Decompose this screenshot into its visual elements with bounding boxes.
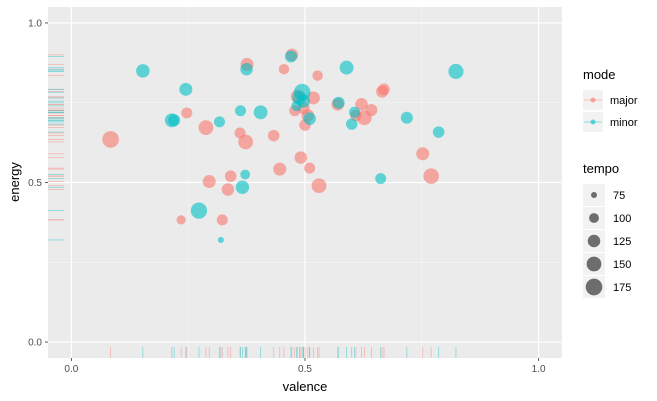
point-major	[202, 175, 216, 189]
legend-label-major: major	[610, 95, 638, 107]
y-tick-label: 1.0	[28, 18, 42, 29]
legend-size-key-75	[590, 191, 598, 199]
point-major	[294, 151, 308, 164]
point-minor	[253, 105, 268, 120]
point-major	[224, 170, 237, 182]
point-major	[278, 64, 290, 75]
point-major	[378, 83, 390, 96]
legend-label-150: 150	[613, 259, 631, 271]
point-minor	[284, 50, 298, 63]
point-major	[306, 91, 320, 105]
legend-label-100: 100	[613, 213, 631, 225]
legend-size-key-125	[587, 234, 601, 248]
point-minor	[332, 96, 345, 109]
point-major	[355, 98, 368, 111]
legend-label-75: 75	[613, 190, 625, 202]
point-major	[176, 215, 186, 225]
x-axis-title: valence	[283, 379, 328, 394]
point-minor	[448, 63, 464, 80]
point-major	[304, 162, 316, 174]
point-minor	[240, 62, 253, 76]
point-minor	[240, 169, 251, 180]
rug-y	[48, 54, 64, 241]
y-tick-label: 0.0	[28, 338, 42, 349]
point-minor	[190, 202, 208, 219]
x-tick-label: 1.0	[532, 364, 546, 375]
legend-key-point-minor	[590, 119, 596, 125]
point-major	[416, 147, 430, 161]
point-major	[273, 162, 287, 176]
point-minor	[303, 112, 316, 125]
point-major	[365, 104, 378, 117]
legend-size-key-175	[585, 278, 603, 296]
point-major	[238, 134, 254, 150]
point-major	[102, 131, 119, 148]
legend-size-key-150	[586, 256, 602, 272]
point-major	[423, 168, 439, 184]
point-minor	[339, 60, 354, 75]
legend-tempo-title: tempo	[583, 161, 619, 176]
legend-label-175: 175	[613, 282, 631, 294]
point-minor	[345, 118, 358, 130]
point-major	[267, 129, 280, 142]
point-major	[221, 183, 235, 196]
axes: 0.0 0.5 1.0 0.0 0.5 1.0	[28, 18, 546, 375]
point-minor	[136, 64, 150, 78]
point-major	[198, 120, 214, 135]
data-points	[102, 48, 464, 243]
point-major	[181, 107, 193, 119]
point-minor	[179, 82, 193, 96]
point-minor	[235, 105, 247, 117]
y-axis-title: energy	[7, 162, 22, 202]
point-major	[312, 70, 323, 81]
point-minor	[297, 94, 311, 108]
y-tick-label: 0.5	[28, 178, 42, 189]
point-minor	[213, 116, 225, 128]
legend-label-125: 125	[613, 236, 631, 248]
point-minor	[432, 126, 445, 138]
point-major	[216, 214, 228, 226]
point-minor	[217, 236, 224, 243]
legend-tempo: tempo 75 100 125 150 175	[583, 161, 631, 298]
legend-size-key-100	[589, 213, 599, 223]
point-minor	[375, 173, 387, 185]
x-tick-label: 0.5	[298, 364, 312, 375]
rug-x	[110, 347, 457, 358]
point-major	[311, 178, 327, 194]
x-tick-label: 0.0	[64, 364, 78, 375]
legend-label-minor: minor	[610, 117, 638, 129]
point-minor	[349, 106, 361, 118]
point-minor	[400, 111, 413, 124]
point-minor	[168, 114, 181, 127]
legend-mode: mode major minor	[583, 67, 638, 132]
legend-key-point-major	[590, 97, 596, 103]
legend-mode-title: mode	[583, 67, 616, 82]
major-gridlines	[48, 7, 562, 358]
point-minor	[235, 180, 250, 195]
